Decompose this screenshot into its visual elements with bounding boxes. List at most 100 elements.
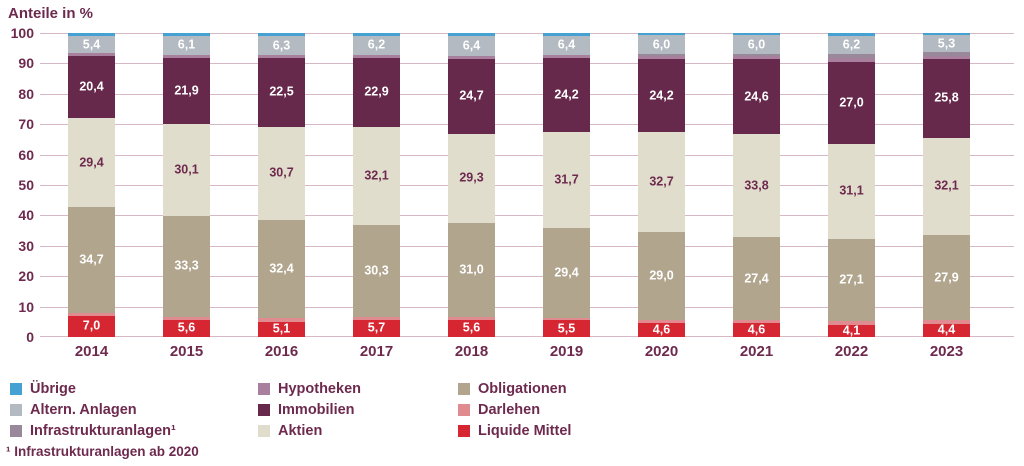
legend-swatch-immobilien bbox=[258, 404, 270, 416]
segment-value-aktien-2022: 31,1 bbox=[839, 183, 864, 198]
plot-area: 7,0 34,7 29,4 20,4 5,4 5,6 33,3 30,1 21,9 6,1 5,1 3… bbox=[40, 33, 1014, 337]
segment-value-immobilien-2021: 24,6 bbox=[744, 89, 769, 104]
gridline-30 bbox=[40, 245, 1014, 247]
gridline-70 bbox=[40, 124, 1014, 126]
segment-value-liquide_mittel-2015: 5,6 bbox=[177, 320, 196, 335]
segment-value-altern_anlagen-2018: 6,4 bbox=[462, 38, 481, 53]
legend-label-darlehen: Darlehen bbox=[478, 402, 541, 418]
x-tick-label-2014: 2014 bbox=[74, 343, 109, 360]
segment-altern_anlagen-2019: 6,4 bbox=[543, 35, 590, 56]
segment-value-aktien-2018: 29,3 bbox=[459, 170, 484, 185]
legend-swatch-altern_anlagen bbox=[10, 404, 22, 416]
segment-immobilien-2016: 22,5 bbox=[258, 58, 305, 127]
segment-value-aktien-2014: 29,4 bbox=[79, 155, 104, 170]
legend-item-aktien: Aktien bbox=[258, 423, 322, 439]
x-tick-label-2021: 2021 bbox=[739, 343, 774, 360]
segment-uebrige-2019 bbox=[543, 33, 590, 36]
segment-value-liquide_mittel-2016: 5,1 bbox=[272, 321, 291, 336]
segment-obligationen-2014: 34,7 bbox=[68, 207, 115, 313]
segment-value-aktien-2016: 30,7 bbox=[269, 165, 294, 180]
segment-uebrige-2022 bbox=[828, 33, 875, 36]
segment-value-immobilien-2023: 25,8 bbox=[934, 90, 959, 105]
segment-liquide_mittel-2022: 4,1 bbox=[828, 324, 875, 337]
segment-value-immobilien-2017: 22,9 bbox=[364, 84, 389, 99]
segment-liquide_mittel-2016: 5,1 bbox=[258, 321, 305, 337]
segment-uebrige-2018 bbox=[448, 33, 495, 37]
segment-altern_anlagen-2016: 6,3 bbox=[258, 36, 305, 56]
segment-obligationen-2015: 33,3 bbox=[163, 215, 210, 317]
segment-value-altern_anlagen-2015: 6,1 bbox=[177, 37, 196, 52]
x-tick-label-2019: 2019 bbox=[549, 343, 584, 360]
segment-obligationen-2019: 29,4 bbox=[543, 228, 590, 318]
segment-obligationen-2020: 29,0 bbox=[638, 231, 685, 320]
segment-infrastrukturanlagen-2021 bbox=[733, 53, 780, 57]
segment-immobilien-2019: 24,2 bbox=[543, 58, 590, 132]
segment-altern_anlagen-2021: 6,0 bbox=[733, 35, 780, 54]
segment-value-obligationen-2015: 33,3 bbox=[174, 258, 199, 273]
legend-item-infrastrukturanlagen: Infrastrukturanlagen¹ bbox=[10, 423, 176, 439]
y-tick-label-50: 50 bbox=[18, 177, 34, 193]
segment-darlehen-2015 bbox=[163, 316, 210, 320]
segment-darlehen-2016 bbox=[258, 318, 305, 322]
gridline-80 bbox=[40, 93, 1014, 95]
segment-value-immobilien-2015: 21,9 bbox=[174, 83, 199, 98]
segment-hypotheken-2018 bbox=[448, 55, 495, 59]
segment-value-aktien-2015: 30,1 bbox=[174, 162, 199, 177]
segment-aktien-2021: 33,8 bbox=[733, 134, 780, 238]
segment-darlehen-2017 bbox=[353, 316, 400, 320]
bar-2016: 5,1 32,4 30,7 22,5 6,3 bbox=[258, 33, 305, 337]
segment-obligationen-2021: 27,4 bbox=[733, 237, 780, 321]
segment-immobilien-2023: 25,8 bbox=[923, 59, 970, 138]
gridline-100 bbox=[40, 33, 1014, 34]
segment-infrastrukturanlagen-2022 bbox=[828, 54, 875, 59]
segment-value-altern_anlagen-2014: 5,4 bbox=[82, 37, 101, 52]
segment-uebrige-2017 bbox=[353, 33, 400, 36]
legend-item-hypotheken: Hypotheken bbox=[258, 381, 361, 397]
segment-uebrige-2014 bbox=[68, 33, 115, 37]
legend-item-liquide_mittel: Liquide Mittel bbox=[458, 423, 571, 439]
bar-2023: 4,4 27,9 32,1 25,8 5,3 bbox=[923, 33, 970, 337]
y-tick-label-10: 10 bbox=[18, 298, 34, 315]
segment-value-altern_anlagen-2017: 6,2 bbox=[367, 37, 386, 52]
y-tick-label-40: 40 bbox=[18, 207, 34, 224]
segment-darlehen-2021 bbox=[733, 320, 780, 324]
segment-immobilien-2020: 24,2 bbox=[638, 58, 685, 133]
segment-uebrige-2020 bbox=[638, 33, 685, 36]
segment-value-obligationen-2021: 27,4 bbox=[744, 271, 769, 286]
segment-value-immobilien-2014: 20,4 bbox=[79, 79, 104, 94]
segment-value-altern_anlagen-2019: 6,4 bbox=[557, 37, 576, 52]
segment-value-immobilien-2019: 24,2 bbox=[554, 87, 579, 102]
legend-item-immobilien: Immobilien bbox=[258, 402, 355, 418]
segment-altern_anlagen-2020: 6,0 bbox=[638, 35, 685, 54]
segment-immobilien-2015: 21,9 bbox=[163, 57, 210, 125]
legend-swatch-obligationen bbox=[458, 383, 470, 395]
legend-label-aktien: Aktien bbox=[278, 423, 323, 439]
segment-uebrige-2015 bbox=[163, 33, 210, 37]
segment-altern_anlagen-2014: 5,4 bbox=[68, 36, 115, 53]
segment-aktien-2015: 30,1 bbox=[163, 124, 210, 216]
segment-infrastrukturanlagen-2023 bbox=[923, 51, 970, 56]
y-tick-label-60: 60 bbox=[18, 146, 34, 163]
y-tick-label-70: 70 bbox=[18, 116, 34, 133]
segment-value-liquide_mittel-2023: 4,4 bbox=[937, 322, 956, 337]
legend-label-liquide_mittel: Liquide Mittel bbox=[478, 423, 572, 439]
segment-value-altern_anlagen-2016: 6,3 bbox=[272, 38, 291, 53]
gridline-60 bbox=[40, 154, 1014, 156]
legend-item-obligationen: Obligationen bbox=[458, 381, 567, 397]
x-tick-label-2018: 2018 bbox=[454, 343, 489, 360]
segment-immobilien-2018: 24,7 bbox=[448, 58, 495, 134]
segment-obligationen-2018: 31,0 bbox=[448, 222, 495, 317]
legend-swatch-darlehen bbox=[458, 404, 470, 416]
segment-darlehen-2019 bbox=[543, 317, 590, 321]
legend-swatch-infrastrukturanlagen bbox=[10, 425, 22, 437]
bar-2018: 5,6 31,0 29,3 24,7 6,4 bbox=[448, 33, 495, 337]
segment-value-aktien-2020: 32,7 bbox=[649, 174, 674, 189]
segment-value-obligationen-2014: 34,7 bbox=[79, 252, 104, 267]
segment-value-liquide_mittel-2017: 5,7 bbox=[367, 320, 386, 335]
segment-aktien-2014: 29,4 bbox=[68, 117, 115, 208]
legend-swatch-uebrige bbox=[10, 383, 22, 395]
segment-darlehen-2023 bbox=[923, 319, 970, 324]
legend-label-infrastrukturanlagen: Infrastrukturanlagen¹ bbox=[30, 423, 176, 439]
segment-value-liquide_mittel-2014: 7,0 bbox=[82, 318, 101, 333]
